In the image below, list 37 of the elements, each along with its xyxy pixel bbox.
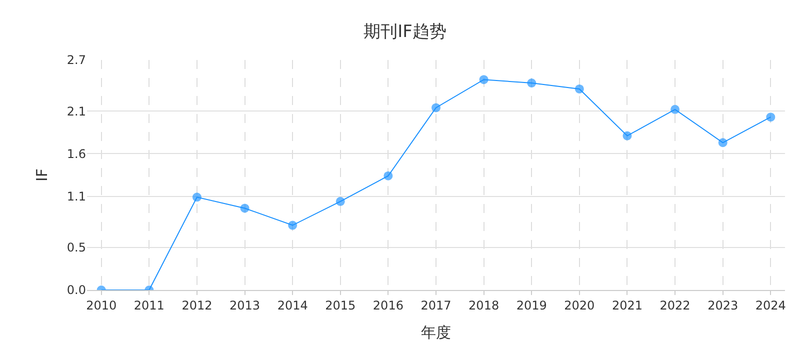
y-tick-label: 1.6 — [66, 146, 86, 161]
x-tick-label: 2021 — [612, 298, 643, 312]
chart-title: 期刊IF趋势 — [364, 22, 446, 42]
point — [240, 204, 250, 213]
y-tick-label: 0.0 — [66, 283, 86, 298]
x-tick-label: 2012 — [182, 298, 212, 312]
x-tick-label: 2017 — [420, 298, 452, 312]
point — [384, 171, 393, 180]
point — [527, 78, 536, 88]
y-tick-label: 2.1 — [66, 104, 86, 118]
y-tick-label: 2.7 — [66, 53, 86, 68]
point — [574, 84, 584, 94]
point — [192, 192, 202, 202]
point — [432, 103, 440, 112]
x-tick-label: 2014 — [277, 298, 308, 312]
x-tick-label: 2022 — [660, 298, 690, 312]
y-tick-label: 0.5 — [66, 240, 86, 255]
point — [622, 131, 632, 140]
x-tick-label: 2013 — [229, 298, 260, 312]
x-tick-label: 2019 — [516, 298, 547, 312]
point — [670, 104, 680, 114]
x-tick-label: 2015 — [325, 298, 356, 312]
y-axis-title: IF — [33, 168, 52, 182]
point — [479, 75, 488, 84]
x-tick-label: 2020 — [564, 298, 595, 312]
x-axis-title: 年度 — [421, 323, 451, 342]
x-tick-label: 2011 — [134, 298, 164, 312]
point — [288, 220, 298, 230]
y-tick-label: 1.1 — [66, 190, 86, 204]
x-tick-label: 2023 — [708, 298, 738, 312]
point — [718, 138, 728, 148]
x-tick-label: 2010 — [86, 298, 117, 312]
point — [766, 112, 776, 122]
x-tick-label: 2016 — [372, 298, 404, 312]
point — [336, 196, 345, 206]
x-tick-label: 2018 — [468, 298, 500, 312]
x-tick-label: 2024 — [755, 298, 786, 312]
